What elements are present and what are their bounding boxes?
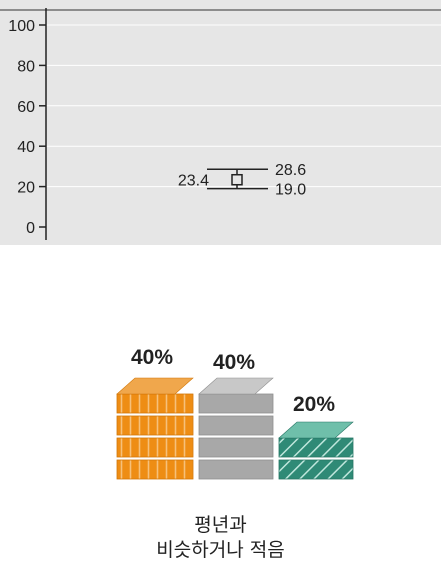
caption-line-1: 평년과	[194, 514, 247, 536]
stack-top-face	[278, 421, 354, 439]
caption: 평년과 비슷하거나 적음	[0, 513, 441, 563]
stack-top-face	[198, 377, 274, 395]
stacks: 40% 40% 20%	[116, 346, 354, 480]
mean-value-label: 23.4	[178, 173, 209, 190]
chart-background	[0, 0, 441, 245]
range-marks: 28.6 19.0 23.4	[178, 162, 306, 198]
upper-value-label: 28.6	[275, 162, 306, 179]
stack-percent-label: 40%	[131, 346, 173, 369]
y-axis-ticks: 0 20 40 60 80 100	[8, 18, 46, 237]
stack-3: 20%	[278, 393, 354, 480]
stack-tier	[116, 415, 194, 436]
y-tick-label: 100	[8, 18, 35, 35]
y-tick-label: 0	[26, 220, 35, 237]
stack-tier	[198, 415, 274, 436]
stack-tier	[198, 437, 274, 458]
y-tick-label: 40	[17, 139, 35, 156]
grid-lines	[0, 9, 441, 188]
stack-tier	[116, 437, 194, 458]
stack-tier	[116, 459, 194, 480]
stack-top-face	[116, 377, 194, 395]
stack-tier	[198, 393, 274, 414]
stack-tier	[278, 459, 354, 480]
mean-marker	[231, 173, 243, 186]
y-tick-label: 60	[17, 99, 35, 116]
stack-tier	[278, 437, 354, 458]
lower-value-label: 19.0	[275, 182, 306, 199]
stack-percent-label: 20%	[293, 393, 335, 416]
stack-tier	[116, 393, 194, 414]
stack-tier	[198, 459, 274, 480]
stack-1: 40%	[116, 346, 194, 480]
range-chart: 0 20 40 60 80 100 28.6 19.0 23.4	[0, 0, 441, 245]
distribution-graphic: 40% 40% 20%	[116, 346, 354, 480]
stack-percent-label: 40%	[213, 351, 255, 374]
y-tick-label: 80	[17, 58, 35, 75]
y-tick-label: 20	[17, 180, 35, 197]
caption-line-2: 비슷하거나 적음	[156, 539, 285, 561]
stack-2: 40%	[198, 351, 274, 480]
